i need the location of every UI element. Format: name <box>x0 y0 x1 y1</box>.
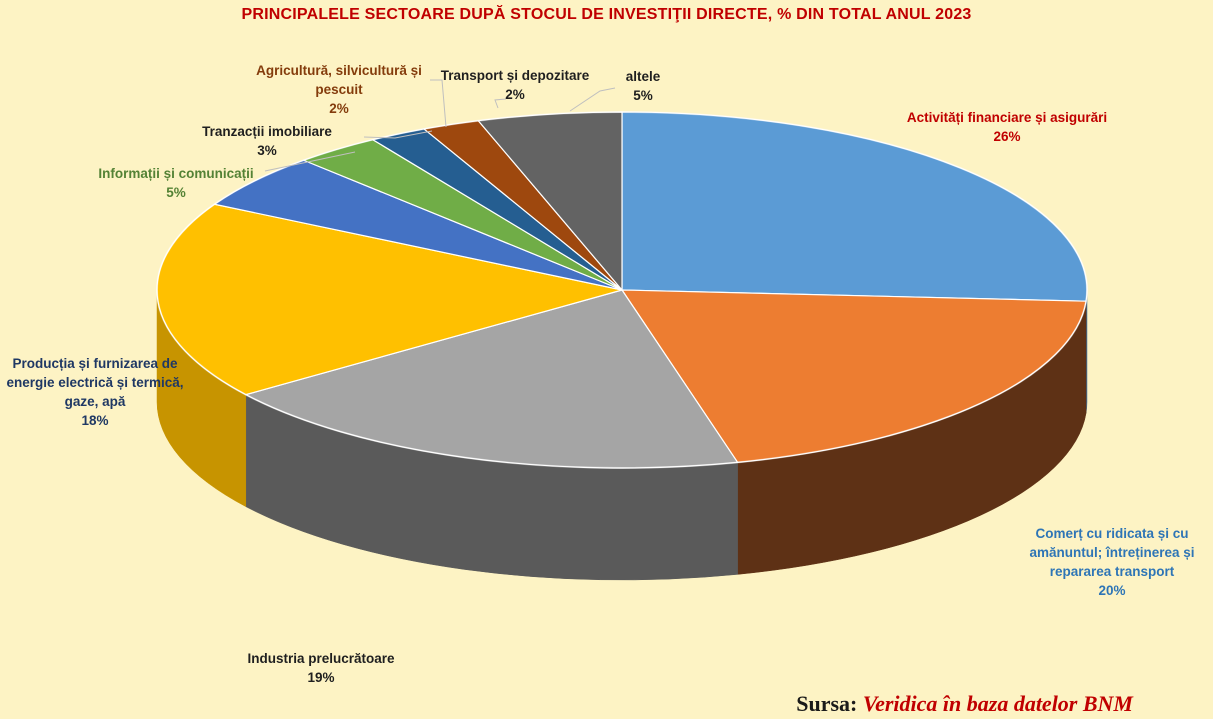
slice-informatii-si-comunicatii <box>213 159 623 291</box>
leader-line-altele <box>569 87 616 112</box>
slice-productia-si-furnizarea-de-energie-electrica-si-termica-gaze-apa <box>156 203 623 396</box>
slice-label-text: Informații și comunicații <box>98 166 254 181</box>
slice-label-text: altele <box>625 69 661 84</box>
data-label-agricultura-silvicultura-si-pescuit: Agricultură, silvicultură și pescuit 2% <box>234 61 444 118</box>
slice-label-percent: 5% <box>633 88 653 103</box>
leader-line-tranzactii-imobiliare <box>363 130 433 139</box>
data-label-transport-si-depozitare: Transport și depozitare 2% <box>425 66 605 104</box>
slice-label-percent: 20% <box>1098 583 1126 598</box>
slice-label-percent: 2% <box>505 87 525 102</box>
leader-lines <box>264 79 616 172</box>
data-label-industria-prelucratoare: Industria prelucrătoare 19% <box>201 649 441 687</box>
slice-label-percent: 26% <box>993 129 1021 144</box>
slice-label-percent: 3% <box>257 143 277 158</box>
slice-label-text: Comerț cu ridicata și cu amănuntul; într… <box>1029 526 1195 579</box>
data-label-productia-si-furnizarea-de-energie-electrica-si-termica-gaze-apa: Producția și furnizarea de energie elect… <box>0 354 193 430</box>
slice-label-percent: 2% <box>329 101 349 116</box>
data-label-informatii-si-comunicatii: Informații și comunicații 5% <box>66 164 286 202</box>
source-value: Veridica în baza datelor BNM <box>862 691 1133 716</box>
leader-line-informatii-si-comunicatii <box>264 151 356 172</box>
source-prefix: Sursa: <box>796 691 858 716</box>
source-note: Sursa: Veridica în baza datelor BNM <box>796 691 1133 717</box>
slice-label-text: Activități financiare și asigurări <box>906 110 1108 125</box>
pie-top-faces <box>156 111 1088 469</box>
leader-line-transport-si-depozitare <box>494 98 507 109</box>
data-label-activitati-financiare-si-asigurari: Activități financiare și asigurări 26% <box>887 108 1127 146</box>
slice-label-text: Agricultură, silvicultură și pescuit <box>256 63 422 97</box>
chart-title: PRINCIPALELE SECTOARE DUPĂ STOCUL DE INV… <box>241 6 972 23</box>
slice-label-text: Transport și depozitare <box>440 68 590 83</box>
slice-label-text: Tranzacții imobiliare <box>202 124 332 139</box>
data-label-tranzactii-imobiliare: Tranzacții imobiliare 3% <box>167 122 367 160</box>
pie-rim <box>156 111 1088 469</box>
slice-label-text: Producția și furnizarea de energie elect… <box>6 356 184 409</box>
slice-activitati-financiare-si-asigurari <box>621 111 1088 302</box>
slice-label-percent: 5% <box>166 185 186 200</box>
slice-label-percent: 18% <box>81 413 109 428</box>
data-label-altele: altele 5% <box>603 67 683 105</box>
slice-industria-prelucratoare <box>245 289 739 469</box>
slice-comert-cu-ridicata-si-cu-amanuntul-intretinerea-si-repararea-transport <box>621 289 1087 464</box>
slice-label-percent: 19% <box>307 670 335 685</box>
leader-line-agricultura-silvicultura-si-pescuit <box>430 79 447 128</box>
slice-label-text: Industria prelucrătoare <box>247 651 395 666</box>
pie-side-walls <box>156 289 1088 581</box>
slice-altele <box>477 111 623 291</box>
data-label-comert-cu-ridicata-si-cu-amanuntul-intretinerea-si-repararea-transport: Comerț cu ridicata și cu amănuntul; într… <box>1012 524 1212 600</box>
